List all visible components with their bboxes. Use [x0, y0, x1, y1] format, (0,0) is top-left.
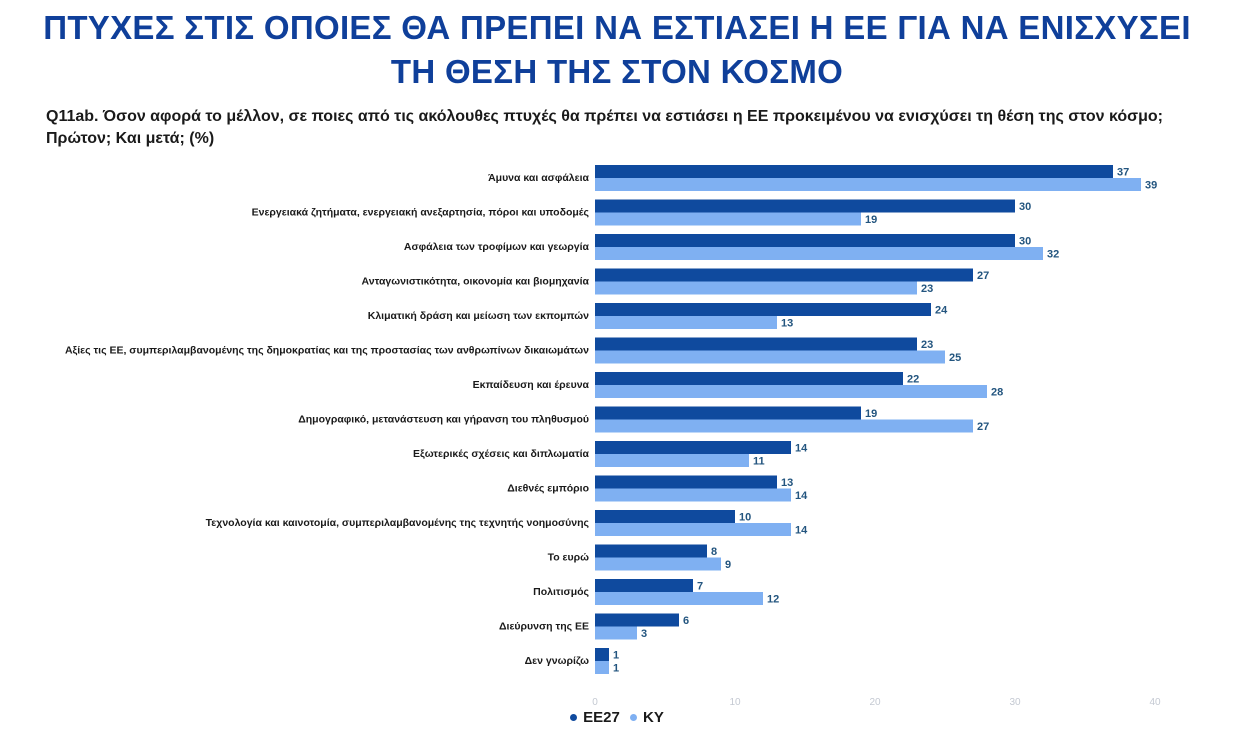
category-label: Διεθνές εμπόριο [507, 483, 589, 495]
data-label-ky: 19 [865, 214, 877, 226]
bar-ee27 [595, 303, 931, 316]
bar-ky [595, 316, 777, 329]
question-text: Q11ab. Όσον αφορά το μέλλον, σε ποιες απ… [46, 108, 1163, 147]
bar-ky [595, 592, 763, 605]
bar-ee27 [595, 268, 973, 282]
bar-ky [595, 523, 791, 536]
bar-ee27 [595, 199, 1015, 213]
bar-ky [595, 247, 1043, 260]
category-label: Ανταγωνιστικότητα, οικονομία και βιομηχα… [362, 276, 590, 288]
data-label-ee27: 27 [977, 270, 989, 282]
data-label-ky: 13 [781, 318, 793, 330]
category-label: Εκπαίδευση και έρευνα [473, 379, 590, 391]
data-label-ky: 23 [921, 283, 933, 295]
data-label-ky: 14 [795, 490, 808, 502]
bar-ky [595, 281, 917, 295]
data-label-ee27: 14 [795, 443, 808, 455]
bar-ky [595, 557, 721, 571]
data-label-ky: 1 [613, 663, 619, 675]
legend-label-ee27: ΕΕ27 [583, 709, 620, 726]
title-line-2: ΤΗ ΘΕΣΗ ΤΗΣ ΣΤΟΝ ΚΟΣΜΟ [390, 53, 844, 90]
category-label: Αξίες τις ΕΕ, συμπεριλαμβανομένης της δη… [65, 345, 589, 357]
bar-ky [595, 178, 1141, 191]
data-label-ky: 27 [977, 421, 989, 433]
legend-label-ky: ΚΥ [643, 709, 664, 726]
data-label-ky: 3 [641, 628, 647, 640]
bar-ky [595, 350, 945, 364]
page-title: ΠΤΥΧΕΣ ΣΤΙΣ ΟΠΟΙΕΣ ΘΑ ΠΡΕΠΕΙ ΝΑ ΕΣΤΙΑΣΕΙ… [0, 6, 1234, 94]
x-tick-label: 40 [1149, 697, 1161, 705]
chart-legend: ΕΕ27 ΚΥ [0, 708, 1234, 726]
data-label-ee27: 22 [907, 374, 919, 386]
bar-ee27 [595, 475, 777, 489]
data-label-ee27: 30 [1019, 236, 1031, 248]
data-label-ee27: 7 [697, 581, 703, 593]
bar-ee27 [595, 510, 735, 523]
data-label-ee27: 37 [1117, 167, 1129, 179]
category-label: Άμυνα και ασφάλεια [488, 172, 589, 184]
bar-ee27 [595, 441, 791, 454]
data-label-ky: 28 [991, 387, 1003, 399]
legend-item-ee27: ΕΕ27 [570, 709, 620, 726]
data-label-ee27: 19 [865, 408, 877, 420]
category-label: Ασφάλεια των τροφίμων και γεωργία [404, 241, 590, 253]
data-label-ee27: 30 [1019, 201, 1031, 213]
bar-ky [595, 419, 973, 433]
bar-ee27 [595, 544, 707, 558]
bar-ky [595, 488, 791, 502]
bar-ky [595, 626, 637, 640]
bar-ky [595, 212, 861, 226]
bar-ee27 [595, 165, 1113, 178]
data-label-ee27: 24 [935, 305, 948, 317]
category-label: Κλιματική δράση και μείωση των εκπομπών [368, 310, 589, 322]
bar-ee27 [595, 648, 609, 661]
data-label-ee27: 10 [739, 512, 751, 524]
legend-swatch-ee27 [570, 714, 578, 721]
x-tick-label: 20 [869, 697, 881, 705]
bar-ee27 [595, 234, 1015, 247]
data-label-ee27: 23 [921, 339, 933, 351]
data-label-ky: 32 [1047, 249, 1059, 261]
data-label-ee27: 8 [711, 546, 717, 558]
bar-ky [595, 385, 987, 398]
x-tick-label: 10 [729, 697, 741, 705]
data-label-ee27: 1 [613, 650, 619, 662]
category-label: Διεύρυνση της ΕΕ [499, 621, 589, 633]
data-label-ky: 39 [1145, 180, 1157, 192]
data-label-ky: 11 [753, 456, 765, 468]
data-label-ky: 25 [949, 352, 961, 364]
data-label-ky: 9 [725, 559, 731, 571]
data-label-ee27: 13 [781, 477, 793, 489]
legend-item-ky: ΚΥ [630, 709, 664, 726]
data-label-ee27: 6 [683, 615, 689, 627]
category-label: Δεν γνωρίζω [525, 655, 589, 667]
bar-ky [595, 454, 749, 467]
category-label: Τεχνολογία και καινοτομία, συμπεριλαμβαν… [206, 517, 590, 529]
data-label-ky: 12 [767, 594, 779, 606]
bar-ee27 [595, 613, 679, 627]
bar-ky [595, 661, 609, 674]
title-line-1: ΠΤΥΧΕΣ ΣΤΙΣ ΟΠΟΙΕΣ ΘΑ ΠΡΕΠΕΙ ΝΑ ΕΣΤΙΑΣΕΙ… [43, 9, 1191, 46]
x-tick-label: 0 [592, 697, 598, 705]
bar-ee27 [595, 372, 903, 385]
bar-ee27 [595, 406, 861, 420]
category-label: Εξωτερικές σχέσεις και διπλωματία [413, 448, 590, 460]
category-label: Το ευρώ [548, 552, 590, 564]
bar-ee27 [595, 337, 917, 351]
data-label-ky: 14 [795, 525, 808, 537]
category-label: Πολιτισμός [533, 586, 589, 598]
category-label: Ενεργειακά ζητήματα, ενεργειακή ανεξαρτη… [252, 207, 590, 219]
category-label: Δημογραφικό, μετανάστευση και γήρανση το… [298, 414, 589, 426]
x-tick-label: 30 [1009, 697, 1021, 705]
legend-swatch-ky [630, 714, 638, 721]
bar-ee27 [595, 579, 693, 592]
